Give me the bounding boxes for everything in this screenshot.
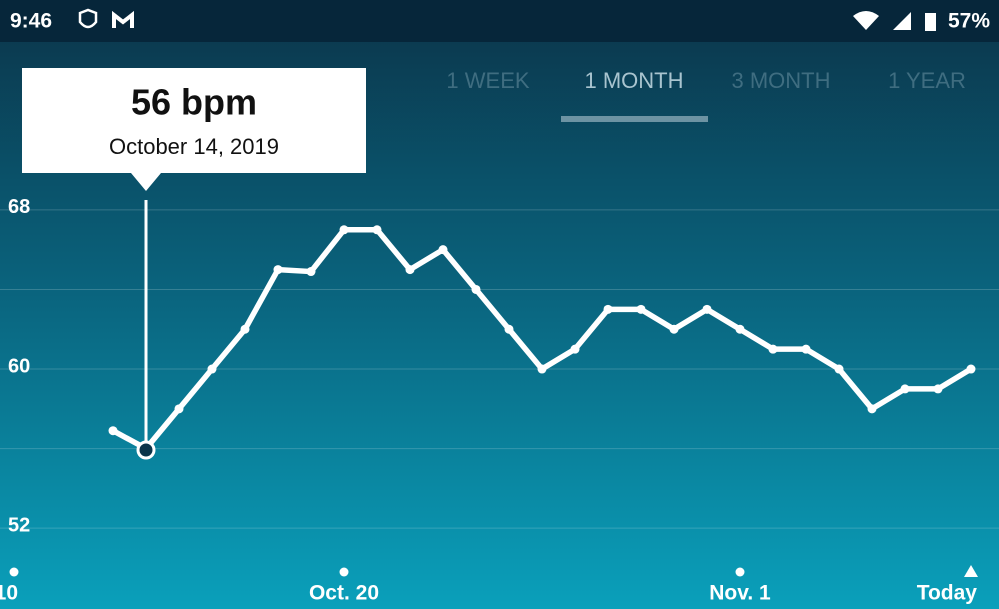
- x-tick-label: 10: [0, 582, 18, 605]
- point: [867, 404, 877, 414]
- point: [174, 404, 184, 414]
- y-tick-label: 60: [8, 355, 30, 377]
- point: [207, 364, 217, 374]
- tab[interactable]: 1 YEAR: [888, 68, 966, 93]
- signal-icon: [893, 12, 911, 30]
- x-tick-dot: [735, 567, 745, 577]
- point: [735, 324, 745, 334]
- point: [471, 284, 481, 294]
- x-tick-label: Today: [917, 582, 978, 605]
- point: [537, 364, 547, 374]
- point: [702, 304, 712, 314]
- point: [504, 324, 514, 334]
- today-marker: [964, 565, 978, 577]
- point: [273, 265, 283, 275]
- x-tick-dot: [339, 567, 349, 577]
- shield-icon: [78, 8, 98, 29]
- y-tick-label: 68: [8, 196, 30, 218]
- point: [372, 225, 382, 235]
- point: [636, 304, 646, 314]
- tooltip-value: 56 bpm: [131, 82, 257, 123]
- point: [339, 225, 349, 235]
- tooltip-date: October 14, 2019: [109, 134, 279, 159]
- battery-icon: [925, 13, 936, 31]
- tab-active[interactable]: 1 MONTH: [585, 68, 684, 93]
- point: [240, 324, 250, 334]
- point: [570, 344, 580, 354]
- battery-level: 57%: [948, 10, 990, 33]
- status-time: 9:46: [10, 10, 52, 33]
- point: [108, 426, 118, 436]
- app-icon: [112, 10, 134, 28]
- point: [768, 344, 778, 354]
- point: [306, 267, 316, 277]
- status-bar: [0, 0, 999, 42]
- tooltip: [22, 68, 366, 191]
- point: [438, 245, 448, 255]
- tab-underline: [561, 116, 708, 122]
- x-tick-dot: [9, 567, 19, 577]
- point: [603, 304, 613, 314]
- point: [405, 265, 415, 275]
- y-tick-label: 52: [8, 514, 30, 536]
- point: [900, 384, 910, 394]
- point: [966, 364, 976, 374]
- point: [669, 324, 679, 334]
- point: [834, 364, 844, 374]
- point: [933, 384, 943, 394]
- tab[interactable]: 3 MONTH: [732, 68, 831, 93]
- plot: 52 60 68 10 Oct. 20 Nov. 1 Today: [0, 196, 999, 605]
- x-tick-label: Oct. 20: [309, 582, 379, 605]
- selected-point: [136, 440, 156, 460]
- tab[interactable]: 1 WEEK: [446, 68, 529, 93]
- x-tick-label: Nov. 1: [709, 582, 771, 605]
- wifi-icon: [853, 11, 879, 30]
- point: [801, 344, 811, 354]
